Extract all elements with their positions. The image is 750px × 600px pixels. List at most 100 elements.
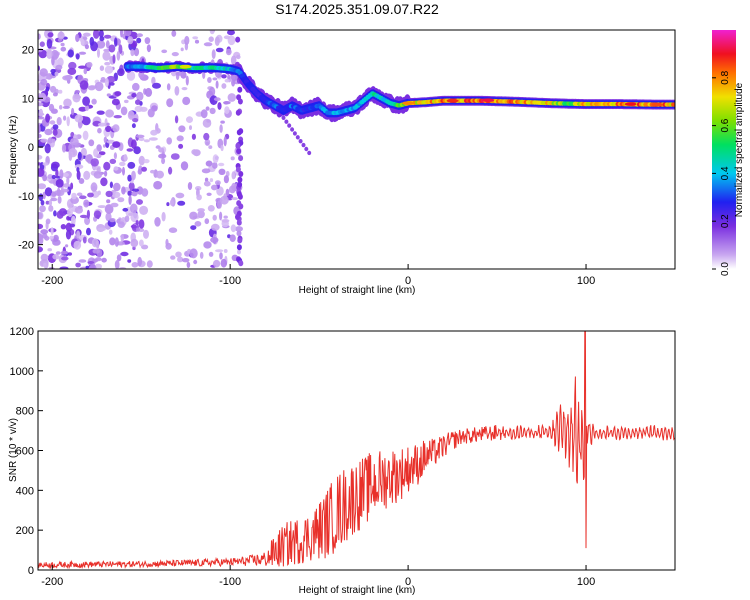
spectrogram-noise-blob xyxy=(114,91,122,97)
spectrogram-noise-blob xyxy=(38,124,41,134)
spectrogram-noise-blob xyxy=(124,99,129,104)
spectrogram-noise-blob xyxy=(235,36,241,43)
spectrogram-noise-blob xyxy=(38,108,44,118)
spectrogram-y-tick-label: 20 xyxy=(22,45,34,57)
spectrogram-noise-blob xyxy=(46,49,53,59)
spectrogram-noise-blob xyxy=(128,195,132,205)
spectrogram-noise-blob xyxy=(218,162,225,167)
spectrogram-noise-blob xyxy=(211,184,218,191)
colorbar: 0.0 0.2 0.4 0.6 0.8 Normalized spectral ampl… xyxy=(712,30,745,276)
spectrogram-noise-blob xyxy=(87,192,94,198)
spectrogram-noise-blob xyxy=(93,171,103,179)
spectrogram-ridge-tail xyxy=(298,139,303,144)
spectrogram-noise-blob xyxy=(93,148,99,158)
figure-title: S174.2025.351.09.07.R22 xyxy=(275,1,439,17)
spectrogram-noise-blob xyxy=(212,77,218,81)
spectrogram-ridge-tail xyxy=(295,135,300,140)
spectrogram-ridge-tail xyxy=(307,150,312,156)
spectrogram-noise-blob xyxy=(161,157,166,165)
spectrogram-noise-blob xyxy=(51,161,60,169)
spectrogram-noise-blob xyxy=(106,93,111,97)
spectrogram-noise-blob xyxy=(73,240,82,250)
spectrogram-noise-blob xyxy=(151,76,156,85)
spectrogram-noise-blob xyxy=(182,96,191,106)
spectrogram-noise-blob xyxy=(122,166,125,176)
spectrogram-noise-blob xyxy=(42,174,47,182)
spectrogram-noise-blob xyxy=(238,260,244,267)
spectrogram-frame xyxy=(37,29,676,270)
spectrogram-noise-blob xyxy=(204,177,209,182)
snr-y-tick-label: 1200 xyxy=(10,326,34,338)
spectrogram-noise-blob xyxy=(205,106,210,111)
spectrogram-noise-blob xyxy=(102,51,111,61)
spectrogram-noise-blob xyxy=(237,193,243,200)
spectrogram-noise-blob xyxy=(237,237,243,244)
spectrogram-noise-blob xyxy=(236,219,242,226)
spectrogram-noise-blob xyxy=(56,117,62,126)
spectrogram-noise-blob xyxy=(120,106,128,116)
spectrogram-noise-blob xyxy=(147,108,155,118)
spectrogram-noise-blob xyxy=(52,253,60,260)
spectrogram-noise-blob xyxy=(78,51,87,55)
spectrogram-noise-blob xyxy=(77,151,82,161)
spectrogram-ridge-core xyxy=(671,102,675,107)
spectrogram-noise-blob xyxy=(177,256,184,263)
spectrogram-noise-blob xyxy=(60,42,65,47)
snr-panel: 0 200 400 600 800 1000 1200 -200 -100 0 100 Heigh… xyxy=(8,326,676,596)
spectrogram-ridge-peak xyxy=(651,102,664,107)
spectrogram-noise-blob xyxy=(230,55,237,66)
spectrogram-noise-blob xyxy=(165,242,172,250)
spectrogram-noise-blob xyxy=(237,86,243,93)
spectrogram-noise-blob xyxy=(83,199,90,208)
spectrogram-noise-blob xyxy=(207,205,215,212)
spectrogram-ridge-peak xyxy=(446,98,459,103)
spectrogram-noise-blob xyxy=(98,30,104,38)
spectrogram-noise-blob xyxy=(75,262,81,268)
spectrogram-noise-blob xyxy=(51,191,57,197)
spectrogram-noise-blob xyxy=(235,143,241,149)
spectrogram-ridge-peak xyxy=(482,98,495,102)
spectrogram-noise-blob xyxy=(82,32,91,37)
colorbar-ticks: 0.0 0.2 0.4 0.6 0.8 xyxy=(712,70,731,276)
spectrogram-noise-blob xyxy=(143,229,149,239)
spectrogram-noise-blob xyxy=(230,224,237,233)
spectrogram-noise-blob xyxy=(76,170,81,180)
spectrogram-y-ticks: -20 -10 0 10 20 xyxy=(18,45,43,252)
spectrogram-noise-blob xyxy=(189,248,198,259)
spectrogram-noise-blob xyxy=(109,218,116,223)
spectrogram-noise-blob xyxy=(52,124,59,130)
spectrogram-noise-blob xyxy=(49,120,56,125)
spectrogram-noise-blob xyxy=(104,61,111,66)
spectrogram-ridge-tail xyxy=(292,131,297,136)
spectrogram-noise-blob xyxy=(75,33,80,43)
spectrogram-noise-blob xyxy=(136,227,140,232)
spectrogram-noise-blob xyxy=(235,109,241,116)
spectrogram-noise-blob xyxy=(78,65,87,69)
spectrogram-noise-blob xyxy=(223,136,227,147)
spectrogram-noise-blob xyxy=(223,249,228,253)
spectrogram-noise-blob xyxy=(86,61,93,68)
spectrogram-noise-blob xyxy=(44,187,53,197)
spectrogram-noise-blob xyxy=(152,82,161,89)
spectrogram-noise-blob xyxy=(237,249,241,255)
spectrogram-noise-blob xyxy=(48,103,55,112)
spectrogram-noise-blob xyxy=(185,75,189,86)
spectrogram-noise-blob xyxy=(84,44,89,50)
spectrogram-noise-blob xyxy=(62,75,72,81)
spectrogram-noise-blob xyxy=(178,143,184,149)
colorbar-gradient xyxy=(712,30,736,269)
spectrogram-noise-blob xyxy=(219,124,223,133)
spectrogram-ridge-peak xyxy=(624,102,637,106)
spectrogram-noise-blob xyxy=(225,48,232,56)
spectrogram-noise-blob xyxy=(40,200,45,206)
spectrogram-noise-blob xyxy=(95,257,102,262)
spectrogram-noise-blob xyxy=(74,89,81,94)
spectrogram-noise-blob xyxy=(236,54,241,60)
spectrogram-noise-blob xyxy=(109,158,117,164)
spectrogram-noise-blob xyxy=(40,229,49,235)
spectrogram-noise-blob xyxy=(56,187,61,197)
spectrogram-noise-blob xyxy=(208,145,213,150)
spectrogram-noise-blob xyxy=(184,35,190,45)
spectrogram-noise-blob xyxy=(137,256,142,267)
spectrogram-ridge-peak xyxy=(179,64,192,69)
